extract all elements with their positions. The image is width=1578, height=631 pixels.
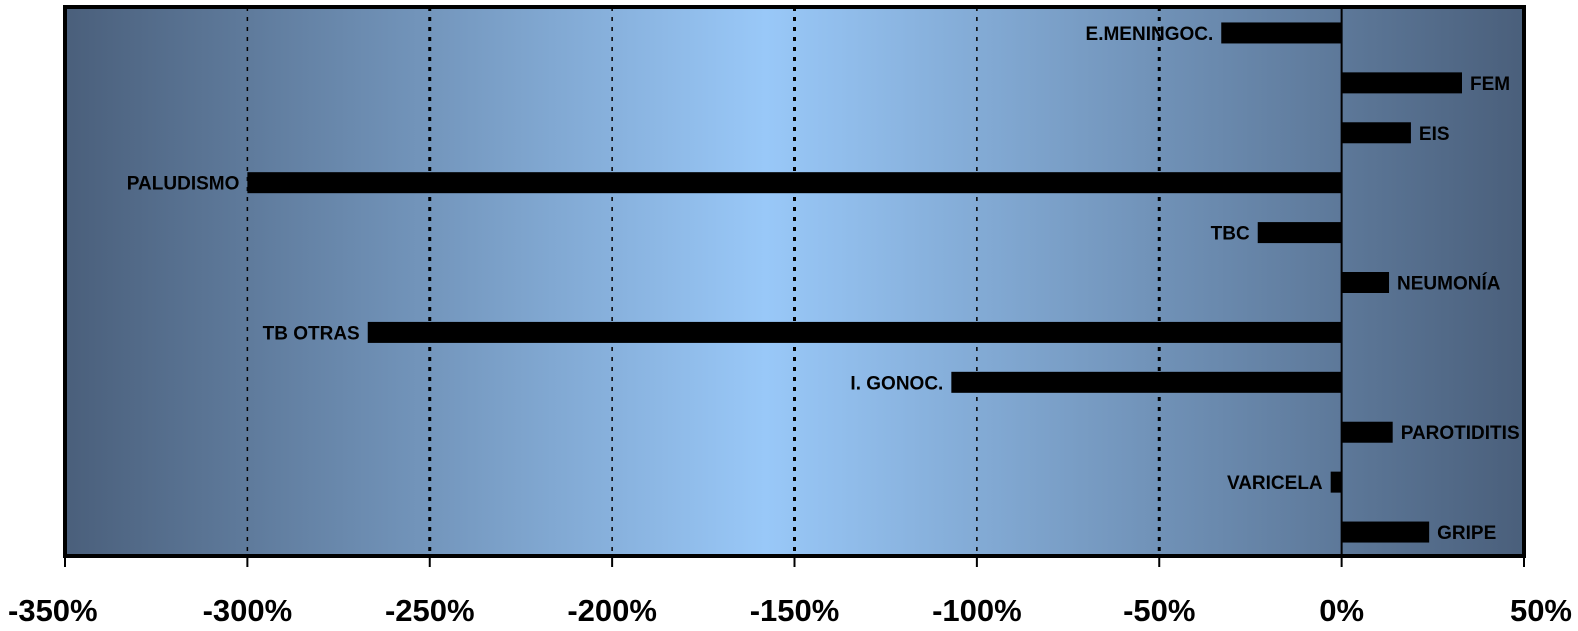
bar	[1221, 22, 1342, 44]
x-tick-label: -50%	[1123, 593, 1195, 628]
bar	[1341, 421, 1393, 443]
x-tick-label: -350%	[8, 593, 98, 628]
x-tick-label: 0%	[1319, 593, 1364, 628]
x-tick-label: -100%	[932, 593, 1022, 628]
x-tick-label: -200%	[567, 593, 657, 628]
category-labels: E.MENINGOC. FEM EIS PALUDISMO TBC NEUMONÍA TB …	[127, 24, 1520, 544]
x-tick-label: -150%	[750, 593, 840, 628]
bar	[1341, 72, 1462, 94]
category-label: PALUDISMO	[127, 174, 240, 195]
category-label: PAROTIDITIS	[1401, 423, 1520, 444]
bar	[1341, 122, 1411, 144]
category-label: NEUMONÍA	[1397, 273, 1501, 295]
bar	[367, 321, 1342, 343]
category-label: FEM	[1470, 74, 1510, 95]
bar	[951, 371, 1342, 393]
category-label: TBC	[1211, 224, 1250, 245]
bar	[1341, 272, 1390, 293]
category-label: VARICELA	[1227, 473, 1323, 494]
x-tick-label: -250%	[385, 593, 475, 628]
category-label: I. GONOC.	[850, 373, 943, 394]
bars	[247, 22, 1462, 543]
category-label: E.MENINGOC.	[1086, 24, 1214, 45]
bar	[247, 172, 1342, 194]
x-axis: -350% -300% -250% -200% -150% -100% -50% 0% 50%	[8, 556, 1572, 628]
x-tick-label: -300%	[203, 593, 293, 628]
category-label: EIS	[1419, 124, 1450, 145]
category-label: TB OTRAS	[263, 323, 360, 344]
category-label: GRIPE	[1437, 523, 1496, 544]
x-tick-label: 50%	[1510, 593, 1572, 628]
bar	[1257, 222, 1342, 244]
bar	[1341, 521, 1430, 543]
bar	[1330, 471, 1342, 493]
